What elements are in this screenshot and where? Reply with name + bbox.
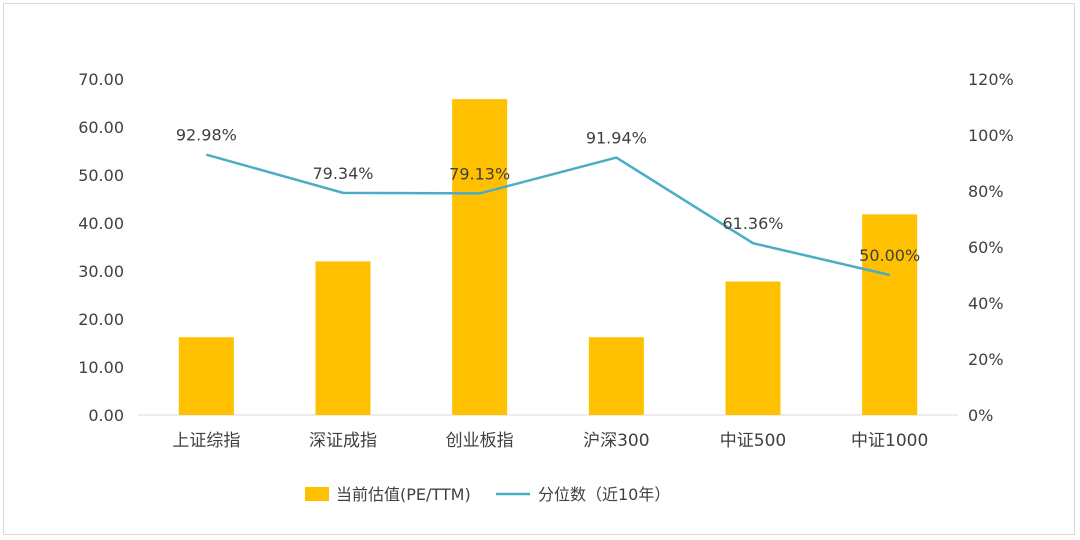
left-axis-tick-label: 10.00 [78,358,124,377]
legend-bar-swatch [305,487,329,501]
left-axis-tick-label: 40.00 [78,214,124,233]
right-axis-tick-label: 80% [968,182,1004,201]
percentile-data-label: 92.98% [176,126,237,145]
left-axis-tick-label: 20.00 [78,310,124,329]
bar [452,99,508,415]
percentile-data-label: 79.13% [449,164,510,183]
legend-bar-label: 当前估值(PE/TTM) [336,485,471,504]
bar [725,281,781,415]
percentile-labels: 92.98% 79.34% 79.13% 91.94% 61.36% 50.00% [176,126,920,265]
left-axis-tick-label: 70.00 [78,70,124,89]
right-axis-tick-label: 120% [968,70,1014,89]
right-axis-ticks: 0% 20% 40% 60% 80% 100% 120% [968,70,1014,425]
legend-line-label: 分位数（近10年） [538,485,670,504]
bar [588,337,644,415]
percentile-data-label: 79.34% [312,164,373,183]
category-label: 中证1000 [851,431,928,451]
bar [315,261,371,415]
bar [862,214,918,415]
right-axis-tick-label: 0% [968,406,993,425]
right-axis-tick-label: 60% [968,238,1004,257]
legend: 当前估值(PE/TTM) 分位数（近10年） [305,485,670,504]
right-axis-tick-label: 100% [968,126,1014,145]
percentile-line [205,153,890,277]
percentile-data-label: 91.94% [586,129,647,148]
right-axis-tick-label: 40% [968,294,1004,313]
left-axis-tick-label: 30.00 [78,262,124,281]
category-labels: 上证综指 深证成指 创业板指 沪深300 中证500 中证1000 [172,431,928,451]
left-axis-tick-label: 0.00 [88,406,124,425]
category-label: 沪深300 [583,431,649,451]
category-label: 中证500 [720,431,786,451]
right-axis-tick-label: 20% [968,350,1004,369]
category-label: 深证成指 [309,431,377,451]
left-axis-ticks: 0.00 10.00 20.00 30.00 40.00 50.00 60.00 70.00 [78,70,124,425]
percentile-data-label: 50.00% [859,246,920,265]
category-label: 创业板指 [446,431,514,451]
percentile-data-label: 61.36% [722,214,783,233]
bar-series [178,99,918,415]
left-axis-tick-label: 60.00 [78,118,124,137]
bar [178,337,234,415]
left-axis-tick-label: 50.00 [78,166,124,185]
category-label: 上证综指 [172,431,240,451]
